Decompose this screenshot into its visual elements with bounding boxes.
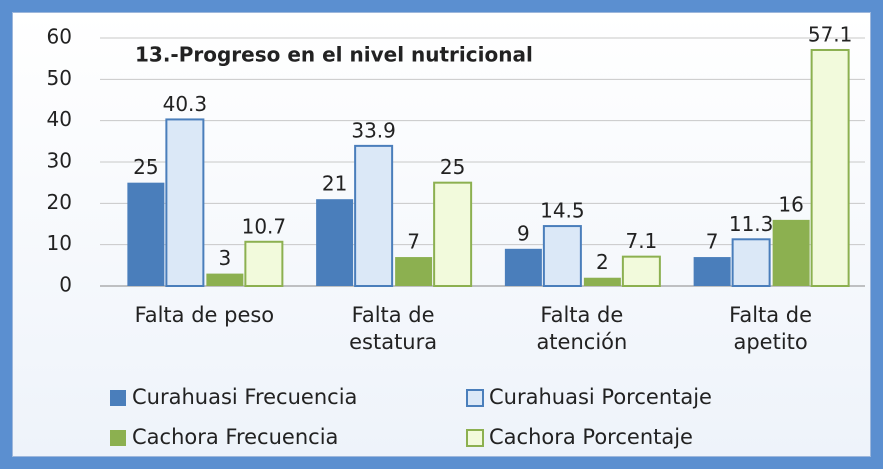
legend-label: Cachora Frecuencia xyxy=(132,425,338,449)
bar xyxy=(127,182,165,286)
data-label: 7 xyxy=(706,230,719,254)
y-tick-label: 0 xyxy=(59,273,72,297)
data-label: 11.3 xyxy=(729,212,774,236)
legend-label: Curahuasi Frecuencia xyxy=(132,385,357,409)
bar xyxy=(621,255,661,287)
y-tick-label: 50 xyxy=(47,66,72,90)
bar xyxy=(693,257,731,286)
data-label: 40.3 xyxy=(163,92,208,116)
x-tick-label: Falta de atención xyxy=(536,303,628,354)
bar xyxy=(583,277,621,286)
y-tick-label: 30 xyxy=(47,149,72,173)
bar xyxy=(244,240,284,287)
legend-label: Cachora Porcentaje xyxy=(489,425,693,449)
bar xyxy=(810,48,850,288)
bar xyxy=(395,257,433,286)
x-tick-label: Falta de apetito xyxy=(729,303,813,354)
data-label: 10.7 xyxy=(242,214,287,238)
data-label: 33.9 xyxy=(351,118,396,142)
chart-title: 13.-Progreso en el nivel nutricional xyxy=(135,43,533,67)
data-label: 2 xyxy=(596,250,609,274)
data-label: 25 xyxy=(440,155,465,179)
data-label: 9 xyxy=(517,221,530,245)
data-label: 3 xyxy=(219,246,232,270)
legend-swatch xyxy=(466,389,484,407)
data-label: 14.5 xyxy=(540,199,585,223)
data-label: 7.1 xyxy=(625,229,657,253)
y-tick-label: 20 xyxy=(47,190,72,214)
legend-swatch xyxy=(110,390,126,406)
bar xyxy=(433,181,473,288)
y-tick-label: 10 xyxy=(47,231,72,255)
bar xyxy=(206,273,244,286)
bar xyxy=(504,248,542,286)
data-label: 16 xyxy=(778,192,803,216)
legend-swatch xyxy=(466,429,484,447)
bar xyxy=(731,238,771,287)
y-tick-label: 60 xyxy=(47,25,72,49)
data-label: 21 xyxy=(322,172,347,196)
x-tick-label: Falta de estatura xyxy=(349,303,438,354)
bar xyxy=(772,219,810,286)
bar xyxy=(165,118,205,287)
y-tick-label: 40 xyxy=(47,107,72,131)
data-label: 57.1 xyxy=(808,22,853,46)
x-tick-label: Falta de peso xyxy=(134,303,275,327)
data-label: 7 xyxy=(407,230,420,254)
bar xyxy=(542,225,582,287)
bar xyxy=(316,199,354,286)
legend-label: Curahuasi Porcentaje xyxy=(489,385,712,409)
data-label: 25 xyxy=(133,155,158,179)
bar xyxy=(354,144,394,287)
legend-swatch xyxy=(110,430,126,446)
